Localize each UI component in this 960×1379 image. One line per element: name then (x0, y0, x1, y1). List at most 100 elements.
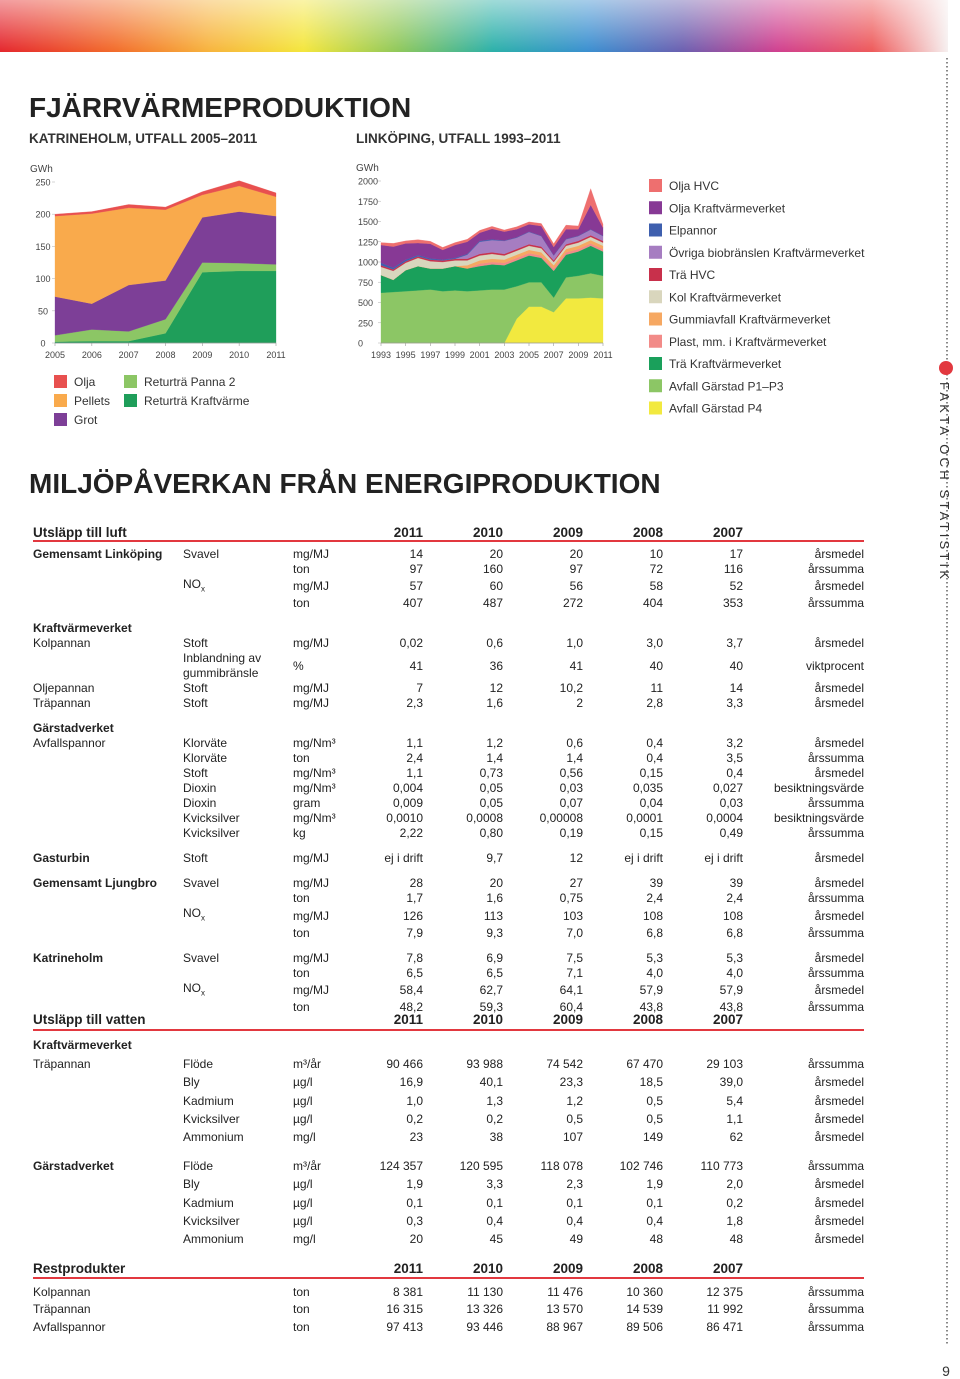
substance-name: Dioxin (183, 781, 217, 796)
substance-name: NO (183, 980, 201, 995)
year-header: 2009 (503, 525, 583, 542)
table-row: Dioxin gram 0,009 0,05 0,07 0,04 0,03 årssumma (33, 796, 864, 811)
basis: årssumma (807, 562, 864, 576)
table-row: Kolpannan Stoft mg/MJ 0,02 0,6 1,0 3,0 3,7 årsme… (33, 636, 864, 651)
legend-label: Övriga biobränslen Kraftvärmeverket (669, 246, 865, 260)
value-cell: 9,3 (486, 925, 503, 940)
basis: årssumma (808, 1302, 865, 1317)
value-cell: 40,1 (479, 1075, 504, 1090)
unit: µg/l (293, 1177, 313, 1192)
empty-cell (33, 562, 183, 577)
basis: årsmedel (814, 876, 864, 891)
value-cell: 7,8 (406, 950, 423, 965)
value-cell: 29 103 (706, 1056, 744, 1071)
unit: ton (293, 562, 310, 576)
y-tick-label: 2000 (358, 177, 378, 187)
basis: årssumma (808, 1319, 865, 1334)
value-cell: 14 (729, 681, 743, 696)
y-tick-label: 1750 (358, 197, 378, 207)
legend-swatch (649, 245, 662, 259)
unit: ton (293, 751, 310, 766)
table-row: Gärstadverket Flöde m³/år 124 357 120 595 118… (33, 1147, 864, 1175)
empty-cell (743, 1030, 864, 1054)
value-cell: 10 360 (626, 1285, 664, 1300)
unit: ton (293, 1319, 310, 1334)
value-cell: 108 (642, 908, 663, 923)
empty-cell (33, 1194, 183, 1212)
substance: Kvicksilver (183, 811, 293, 826)
value-cell: 0,80 (479, 826, 503, 841)
value-cell: 116 (723, 562, 743, 576)
legend-label: Plast, mm. i Kraftvärmeverket (669, 335, 827, 349)
value-cell: 3,3 (486, 1177, 504, 1192)
unit: mg/MJ (293, 851, 329, 866)
value-cell: 41 (569, 658, 583, 673)
table-row: Kvicksilver µg/l 0,3 0,4 0,4 0,4 1,8 årsmedel (33, 1212, 864, 1230)
empty-cell (33, 766, 183, 781)
empty-cell (33, 981, 183, 1000)
sidebar-label: FAKTA OCH STATISTIK (937, 382, 952, 582)
value-cell: 97 413 (386, 1319, 424, 1334)
substance: Svavel (183, 541, 293, 562)
legend-swatch (649, 268, 662, 281)
basis: årsmedel (814, 950, 864, 965)
year-header: 2010 (423, 1011, 504, 1032)
x-tick-label: 1995 (396, 350, 416, 360)
unit: ton (293, 1285, 310, 1300)
value-cell: 0,1 (566, 1195, 584, 1210)
plant-label: Oljepannan (33, 681, 95, 696)
value-cell: 7,5 (566, 950, 583, 965)
empty-cell (33, 1073, 183, 1091)
value-cell: 0,5 (566, 1112, 584, 1127)
unit: mg/Nm³ (293, 736, 336, 751)
legend-swatch (54, 394, 67, 407)
table-body: Utsläpp till luft 2011 2010 2009 2008 2007 Gem… (33, 525, 864, 1015)
value-cell: 16 315 (386, 1302, 424, 1317)
basis: årsmedel (814, 547, 864, 561)
empty-cell (33, 1110, 183, 1128)
value-cell: 0,56 (559, 766, 583, 781)
value-cell: 1,1 (406, 736, 423, 751)
value-cell: 0,4 (726, 766, 743, 781)
substance-name: Flöde (183, 1158, 214, 1173)
substance: Klorväte (183, 736, 293, 751)
table-heading: Restprodukter (33, 1260, 364, 1280)
unit: µg/l (293, 1214, 313, 1229)
empty-cell (33, 651, 183, 681)
value-cell: 6,5 (406, 965, 423, 980)
value-cell: 93 446 (466, 1319, 504, 1334)
unit: gram (293, 796, 321, 811)
value-cell: 67 470 (626, 1056, 664, 1071)
empty-cell (33, 811, 183, 826)
empty-cell (33, 596, 183, 611)
substance: Stoft (183, 841, 293, 866)
value-cell: 20 (489, 876, 503, 891)
basis: besiktningsvärde (773, 781, 864, 796)
legend-label: Gummiavfall Kraftvärmeverket (669, 313, 831, 327)
empty-cell (183, 966, 293, 981)
x-tick-label: 2007 (119, 350, 139, 360)
basis: årsmedel (814, 908, 864, 923)
empty-cell (663, 1030, 743, 1054)
y-tick-label: 50 (38, 306, 48, 316)
value-cell: 6,8 (726, 925, 743, 940)
unit: m³/år (293, 1056, 321, 1071)
substance-name: Bly (183, 1177, 200, 1192)
value-cell: 6,5 (486, 965, 503, 980)
substance: Bly (183, 1073, 293, 1091)
value-cell: 39 (649, 876, 663, 891)
value-cell: 57 (409, 579, 423, 594)
empty-cell (183, 1278, 293, 1301)
substance-name: Kvicksilver (183, 826, 240, 841)
value-cell: 10,2 (559, 681, 583, 696)
basis: årssumma (808, 1158, 865, 1173)
substance-name: Svavel (183, 950, 220, 965)
table-row: Träpannan Flöde m³/år 90 466 93 988 74 542 67 … (33, 1055, 864, 1073)
value-cell: 1,2 (566, 1093, 584, 1108)
empty-cell (183, 611, 293, 636)
empty-cell (33, 891, 183, 906)
y-tick-label: 0 (40, 339, 45, 349)
value-cell: 126 (402, 908, 423, 923)
substance-name: Stoft (183, 636, 208, 651)
basis: årssumma (807, 1000, 864, 1015)
